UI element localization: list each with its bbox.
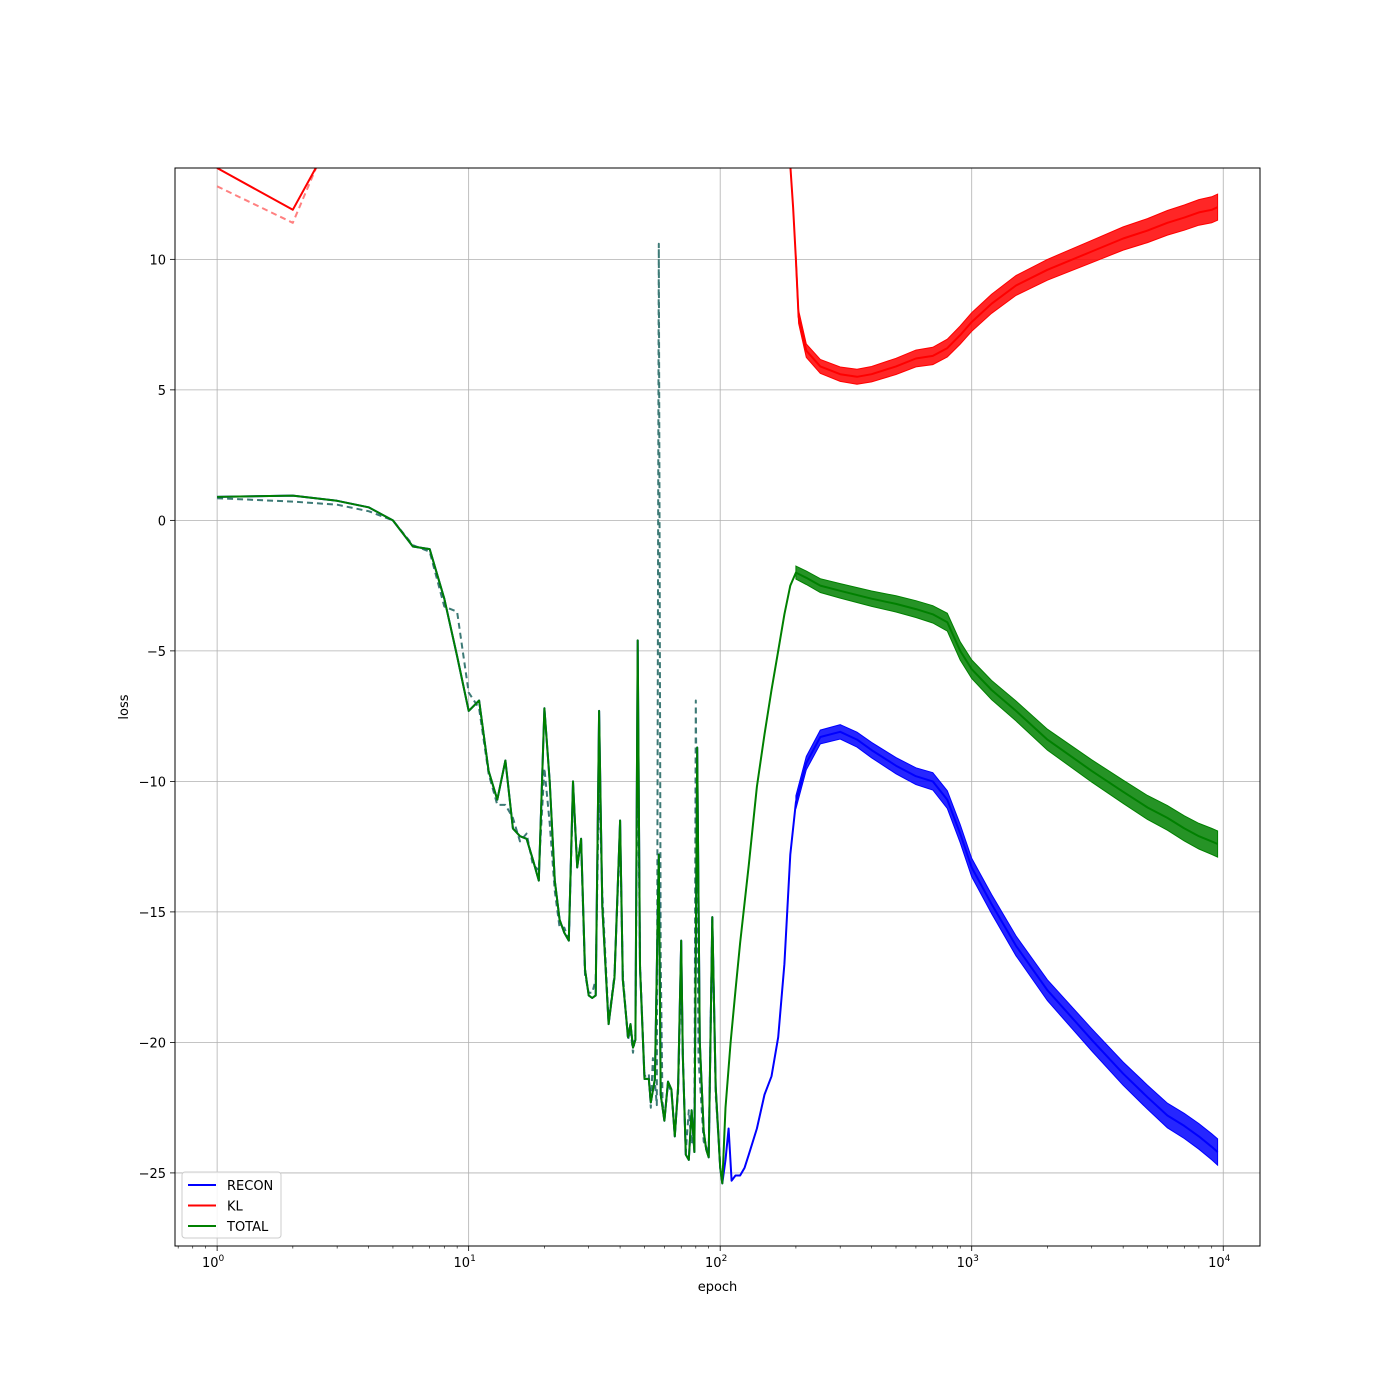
legend-label-kl: KL bbox=[227, 1200, 244, 1215]
y-tick-label: 5 bbox=[158, 384, 166, 399]
legend-label-recon: RECON bbox=[227, 1179, 273, 1194]
y-tick-label: −20 bbox=[139, 1036, 166, 1051]
legend-label-total: TOTAL bbox=[226, 1220, 269, 1235]
y-tick-label: −15 bbox=[139, 906, 166, 921]
x-tick-label: 103 bbox=[957, 1254, 979, 1271]
series-recon-band bbox=[795, 724, 1219, 1167]
series-kl-band bbox=[795, 193, 1219, 385]
series-total-band bbox=[795, 565, 1219, 858]
series-recon-line bbox=[217, 494, 1219, 1185]
x-tick-label: 102 bbox=[705, 1254, 727, 1271]
x-tick-label: 100 bbox=[202, 1254, 225, 1271]
validation-series-line bbox=[216, 168, 318, 224]
x-tick-label: 104 bbox=[1208, 1254, 1231, 1271]
y-tick-label: −10 bbox=[139, 775, 166, 790]
x-axis-label: epoch bbox=[698, 1280, 738, 1295]
series-total-line bbox=[217, 494, 1219, 1185]
y-tick-label: 10 bbox=[149, 253, 166, 268]
legend-box bbox=[181, 1171, 282, 1239]
y-tick-label: −25 bbox=[139, 1167, 166, 1182]
x-tick-label: 101 bbox=[454, 1254, 476, 1271]
y-axis-label: loss bbox=[117, 694, 132, 719]
y-tick-label: 0 bbox=[158, 514, 166, 529]
plot-frame bbox=[174, 167, 1261, 1247]
y-tick-label: −5 bbox=[147, 645, 166, 660]
grid bbox=[175, 168, 1260, 1246]
legend: RECON KL TOTAL bbox=[181, 1171, 282, 1239]
plot-area bbox=[216, 168, 1219, 1185]
